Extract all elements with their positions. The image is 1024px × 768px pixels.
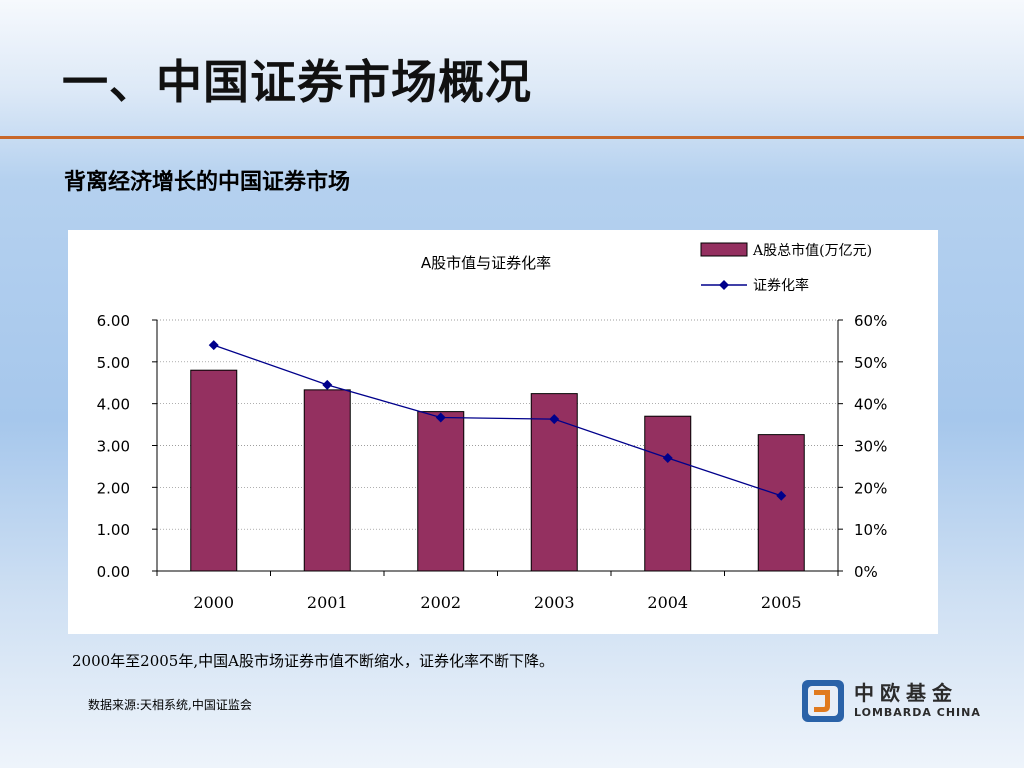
logo-chinese-name: 中欧基金 (854, 681, 958, 705)
left-axis-tick-label: 1.00 (97, 521, 130, 539)
bar-2002 (417, 411, 465, 572)
right-axis-tick-label: 10% (854, 521, 887, 539)
legend-bar-swatch (700, 242, 748, 257)
title-divider (0, 136, 1024, 139)
left-axis-tick-label: 0.00 (97, 563, 130, 581)
chart-legend: A股总市值(万亿元) 证券化率 (700, 242, 872, 294)
slide-subtitle: 背离经济增长的中国证券市场 (64, 170, 351, 195)
chart-title: A股市值与证券化率 (421, 254, 551, 272)
company-logo: 中欧基金 LOMBARDA CHINA (800, 678, 980, 726)
x-axis-tick-label: 2005 (761, 593, 802, 612)
right-axis-tick-label: 60% (854, 312, 887, 330)
bar-2005 (757, 434, 805, 572)
logo-english-name: LOMBARDA CHINA (854, 706, 981, 719)
rate-point-2005 (776, 490, 787, 501)
right-axis-tick-label: 40% (854, 396, 887, 414)
right-axis-tick-label: 50% (854, 354, 887, 372)
logo-mark-icon (802, 680, 844, 722)
rate-point-2001 (322, 379, 333, 390)
rate-line (213, 344, 782, 497)
x-axis-tick-label: 2002 (420, 593, 461, 612)
data-source: 数据来源:天相系统,中国证监会 (88, 698, 252, 712)
x-axis-tick-label: 2003 (534, 593, 575, 612)
legend-line-label: 证券化率 (753, 277, 809, 294)
left-axis-tick-label: 6.00 (97, 312, 130, 330)
x-axis-tick-label: 2004 (647, 593, 688, 612)
right-axis-tick-label: 30% (854, 438, 887, 456)
x-axis-tick-label: 2000 (193, 593, 234, 612)
axis-labels: 0.00 0% 1.00 10% 2.00 20% 3.00 30% 4.00 40% 5.00 50… (97, 312, 888, 612)
legend-bar-label: A股总市值(万亿元) (752, 242, 872, 259)
bar-series (190, 369, 805, 572)
chart-gridlines (157, 319, 838, 530)
chart-note: 2000年至2005年,中国A股市场证券市值不断缩水，证券化率不断下降。 (72, 652, 554, 670)
bar-2000 (190, 369, 238, 572)
right-axis-tick-label: 0% (854, 563, 878, 581)
left-axis-tick-label: 4.00 (97, 396, 130, 414)
left-axis-tick-label: 3.00 (97, 438, 130, 456)
bar-2004 (644, 415, 692, 572)
rate-point-2002 (435, 412, 446, 423)
x-axis-tick-label: 2001 (307, 593, 348, 612)
market-cap-chart: A股市值与证券化率 0.00 0% 1.00 10% 2.00 20% 3.00 30% 4.0… (97, 242, 888, 612)
bar-2001 (303, 389, 351, 572)
line-series (208, 340, 787, 501)
left-axis-tick-label: 2.00 (97, 479, 130, 497)
right-axis-tick-label: 20% (854, 479, 887, 497)
slide-title: 一、中国证券市场概况 (62, 55, 532, 109)
rate-point-2003 (549, 414, 560, 425)
chart-axes (152, 319, 843, 576)
legend-line-marker (719, 280, 729, 290)
rate-point-2000 (208, 340, 219, 351)
chart-panel: A股市值与证券化率 0.00 0% 1.00 10% 2.00 20% 3.00 30% 4.0… (68, 230, 938, 634)
left-axis-tick-label: 5.00 (97, 354, 130, 372)
rate-point-2004 (662, 453, 673, 464)
